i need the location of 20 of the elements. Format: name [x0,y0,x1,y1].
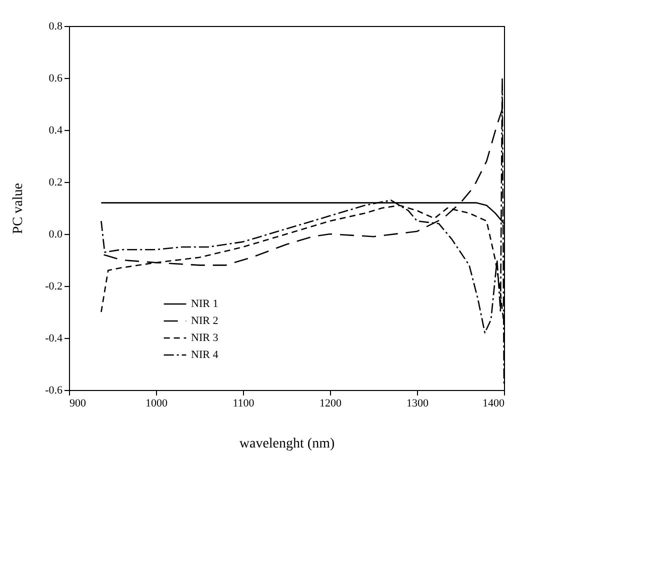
y-tick-label: -0.2 [45,280,62,292]
x-tick-label: 1000 [146,398,168,410]
y-tick-label: -0.6 [45,384,63,396]
x-tick-label: 1200 [320,398,342,410]
x-axis-title: wavelenght (nm) [239,436,335,452]
legend-label: NIR 2 [191,315,218,327]
legend-label: NIR 3 [191,332,219,344]
x-tick-label: 900 [70,398,86,410]
x-tick-label: 1400 [482,398,505,410]
y-tick-label: -0.4 [45,332,63,344]
y-tick-label: 0.8 [48,20,63,32]
x-tick-label: 1300 [406,398,429,410]
x-tick-label: 1100 [232,398,255,410]
y-tick-label: 0.4 [48,124,63,136]
legend-label: NIR 1 [191,298,218,310]
y-axis-title: PC value [11,183,26,234]
legend-label: NIR 4 [191,349,219,361]
y-tick-label: 0.0 [48,228,63,240]
y-tick-label: 0.6 [48,72,63,84]
y-tick-label: 0.2 [48,176,62,188]
